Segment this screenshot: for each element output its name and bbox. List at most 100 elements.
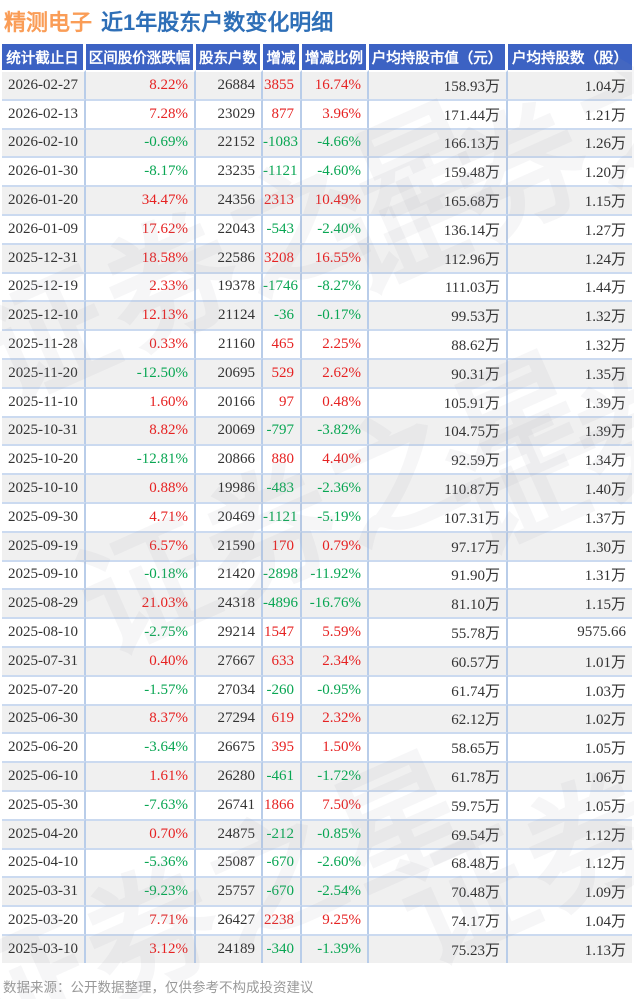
cell-date: 2025-09-10 [2, 559, 86, 589]
cell-change: -212 [263, 818, 302, 848]
cell-date: 2025-10-31 [2, 415, 86, 445]
table-row: 2025-11-20 -12.50% 20695 529 2.62% 90.31万 1.35… [2, 357, 632, 387]
table-row: 2025-06-10 1.61% 26280 -461 -1.72% 61.78万 1.06… [2, 761, 632, 790]
cell-holders: 23235 [196, 156, 263, 186]
cell-date: 2025-06-20 [2, 732, 86, 762]
cell-date: 2025-03-20 [2, 905, 86, 934]
cell-change-pct: 0.79% [302, 530, 369, 560]
cell-change-pct: 1.50% [302, 732, 369, 762]
cell-change: -461 [263, 761, 302, 790]
cell-date: 2025-11-28 [2, 329, 86, 358]
cell-date: 2025-12-19 [2, 271, 86, 301]
cell-holders: 21160 [196, 329, 263, 358]
cell-date: 2026-01-09 [2, 213, 86, 243]
cell-avg-value: 75.23万 [369, 933, 508, 963]
cell-avg-value: 158.93万 [369, 70, 508, 99]
cell-date: 2025-04-20 [2, 818, 86, 848]
cell-date: 2025-03-10 [2, 933, 86, 963]
cell-change: -340 [263, 933, 302, 963]
cell-date: 2025-09-19 [2, 530, 86, 560]
cell-price-change: -2.75% [86, 617, 196, 646]
table-row: 2025-07-31 0.40% 27667 633 2.34% 60.57万 1.01万 [2, 645, 632, 675]
cell-change-pct: -1.72% [302, 761, 369, 790]
table-row: 2025-12-31 18.58% 22586 3208 16.55% 112.96万 1.… [2, 242, 632, 272]
cell-price-change: 2.33% [86, 271, 196, 301]
cell-avg-value: 70.48万 [369, 876, 508, 906]
cell-avg-value: 112.96万 [369, 242, 508, 272]
cell-holders: 21590 [196, 530, 263, 560]
cell-date: 2025-12-31 [2, 242, 86, 272]
cell-avg-value: 107.31万 [369, 501, 508, 531]
cell-change-pct: 4.40% [302, 444, 369, 474]
cell-avg-shares: 1.32万 [508, 300, 632, 330]
stock-name: 精测电子 [4, 10, 93, 35]
cell-change: 2313 [263, 185, 302, 214]
cell-date: 2025-10-20 [2, 444, 86, 474]
cell-avg-shares: 1.15万 [508, 588, 632, 618]
cell-price-change: 0.88% [86, 473, 196, 502]
table-row: 2026-01-30 -8.17% 23235 -1121 -4.60% 159.48万 1… [2, 156, 632, 186]
cell-avg-value: 159.48万 [369, 156, 508, 186]
cell-change-pct: 2.62% [302, 357, 369, 387]
table-row: 2025-06-30 8.37% 27294 619 2.32% 62.12万 1.02万 [2, 703, 632, 733]
cell-avg-value: 61.78万 [369, 761, 508, 790]
cell-avg-value: 166.13万 [369, 127, 508, 157]
cell-holders: 24356 [196, 185, 263, 214]
cell-avg-shares: 1.21万 [508, 98, 632, 128]
cell-holders: 27667 [196, 645, 263, 675]
cell-avg-shares: 1.04万 [508, 905, 632, 934]
cell-price-change: 34.47% [86, 185, 196, 214]
cell-avg-value: 90.31万 [369, 357, 508, 387]
table-row: 2026-01-09 17.62% 22043 -543 -2.40% 136.14万 1.… [2, 213, 632, 243]
cell-avg-value: 105.91万 [369, 386, 508, 416]
cell-holders: 21124 [196, 300, 263, 330]
cell-date: 2026-02-13 [2, 98, 86, 128]
cell-holders: 24318 [196, 588, 263, 618]
cell-change-pct: -5.19% [302, 501, 369, 531]
cell-date: 2025-12-10 [2, 300, 86, 330]
cell-holders: 22586 [196, 242, 263, 272]
cell-avg-shares: 1.03万 [508, 674, 632, 704]
cell-date: 2025-04-10 [2, 847, 86, 877]
cell-price-change: -9.23% [86, 876, 196, 906]
cell-change-pct: 9.25% [302, 905, 369, 934]
table-row: 2025-03-31 -9.23% 25757 -670 -2.54% 70.48万 1.0… [2, 876, 632, 906]
cell-avg-value: 58.65万 [369, 732, 508, 762]
cell-avg-shares: 1.37万 [508, 501, 632, 531]
cell-avg-value: 165.68万 [369, 185, 508, 214]
cell-change: -670 [263, 847, 302, 877]
column-header-avg-shares: 户均持股数（股） [508, 44, 632, 70]
cell-price-change: 12.13% [86, 300, 196, 330]
cell-change-pct: 10.49% [302, 185, 369, 214]
cell-date: 2025-11-10 [2, 386, 86, 416]
cell-holders: 20866 [196, 444, 263, 474]
cell-change: 97 [263, 386, 302, 416]
cell-change-pct: -0.17% [302, 300, 369, 330]
cell-change: -1121 [263, 156, 302, 186]
table-body: 2026-02-27 8.22% 26884 3855 16.74% 158.93万 1.0… [2, 70, 632, 963]
cell-avg-value: 97.17万 [369, 530, 508, 560]
cell-avg-shares: 1.15万 [508, 185, 632, 214]
shareholder-table: 统计截止日 区间股价涨跌幅 股东户数 增减 增减比例 户均持股市值（元） 户均持股数（股） … [2, 44, 632, 963]
cell-holders: 27294 [196, 703, 263, 733]
cell-holders: 23029 [196, 98, 263, 128]
cell-date: 2025-05-30 [2, 789, 86, 819]
cell-price-change: 21.03% [86, 588, 196, 618]
cell-avg-value: 136.14万 [369, 213, 508, 243]
table-row: 2025-05-30 -7.63% 26741 1866 7.50% 59.75万 1.05… [2, 789, 632, 819]
cell-avg-shares: 1.05万 [508, 732, 632, 761]
cell-avg-shares: 1.02万 [508, 703, 632, 733]
cell-holders: 26741 [196, 789, 263, 819]
cell-price-change: 0.40% [86, 645, 196, 675]
cell-change: -2898 [263, 559, 302, 589]
cell-price-change: -5.36% [86, 847, 196, 877]
cell-change-pct: -3.82% [302, 415, 369, 445]
cell-change-pct: 2.25% [302, 329, 369, 358]
cell-avg-shares: 1.24万 [508, 242, 632, 272]
cell-avg-value: 91.90万 [369, 559, 508, 589]
cell-change: 395 [263, 732, 302, 762]
table-row: 2025-12-10 12.13% 21124 -36 -0.17% 99.53万 1.32… [2, 300, 632, 330]
cell-avg-shares: 1.01万 [508, 645, 632, 675]
cell-avg-shares: 1.09万 [508, 876, 632, 906]
cell-price-change: -12.50% [86, 357, 196, 387]
